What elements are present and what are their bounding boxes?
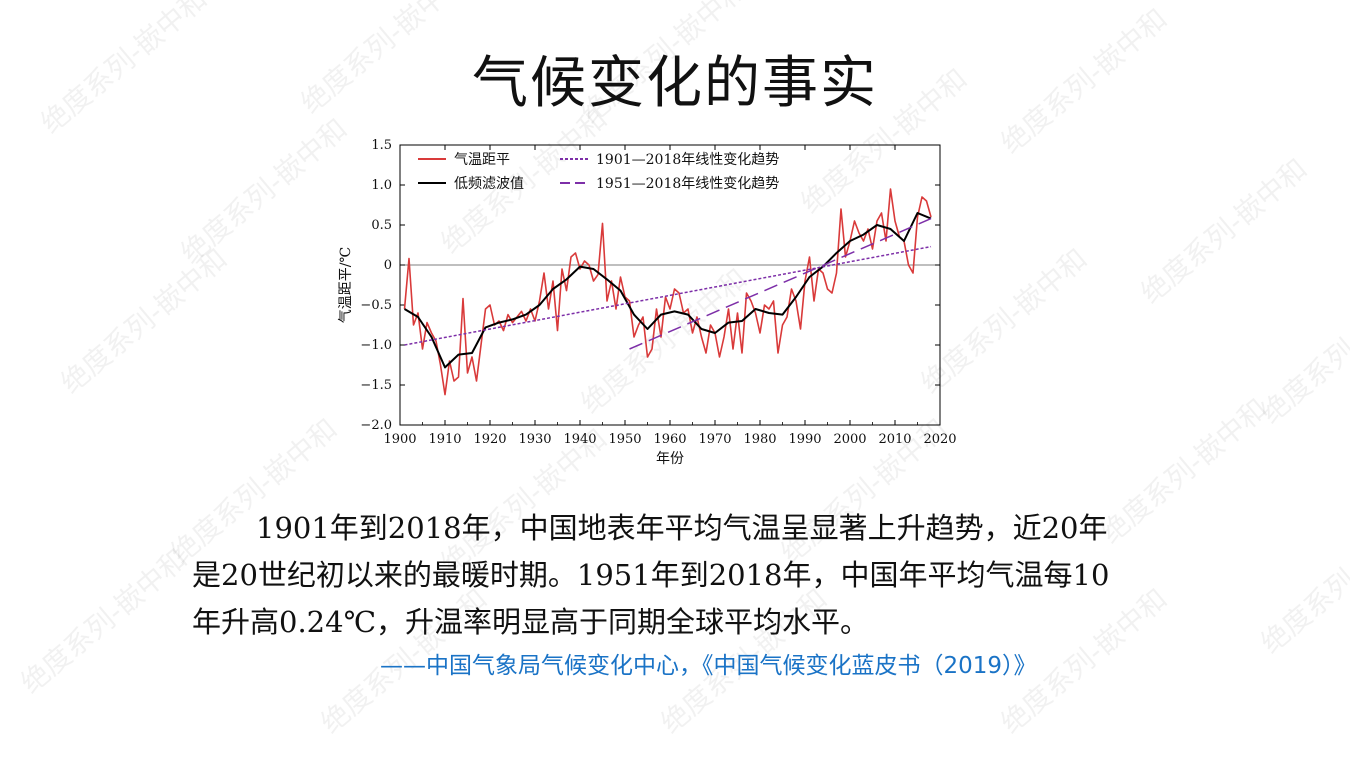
watermark-text: 绝度系列-嵌中和 [1134,152,1314,311]
series-line [403,188,932,396]
y-tick-label: 1.0 [371,178,392,193]
legend-label: 1951—2018年线性变化趋势 [596,176,779,192]
x-tick-label: 1980 [743,432,776,447]
x-tick-label: 2010 [878,432,911,447]
y-tick-label: 0 [384,258,392,273]
y-tick-label: −0.5 [360,298,392,313]
x-tick-label: 1960 [653,432,686,447]
x-tick-label: 2020 [923,432,956,447]
series-line [404,245,932,346]
y-tick-label: −2.0 [360,418,392,433]
y-tick-label: 0.5 [371,218,392,233]
paragraph-line: 是20世纪初以来的最暖时期。1951年到2018年，中国年平均气温每10 [192,558,1110,592]
legend-label: 低频滤波值 [454,176,524,192]
paragraph-line: 年升高0.24℃，升温率明显高于同期全球平均水平。 [192,605,870,639]
page-title: 气候变化的事实 [472,51,878,116]
x-tick-label: 2000 [833,432,866,447]
x-tick-label: 1930 [518,432,551,447]
x-tick-label: 1910 [428,432,461,447]
watermark-text: 绝度系列-嵌中和 [54,242,234,401]
paragraph-line: 1901年到2018年，中国地表年平均气温呈显著上升趋势，近20年 [256,511,1108,545]
x-axis-label: 年份 [656,451,684,467]
x-tick-label: 1970 [698,432,731,447]
x-tick-label: 1990 [788,432,821,447]
x-tick-label: 1920 [473,432,506,447]
series-line [629,217,932,350]
temperature-anomaly-chart: 1900 1910 1920 1930 1940 1950 1960 1970 1980 1990… [338,138,957,467]
source-citation: ——中国气象局气候变化中心，《中国气候变化蓝皮书（2019）》 [380,653,1037,679]
legend-label: 1901—2018年线性变化趋势 [596,152,779,168]
x-tick-label: 1950 [608,432,641,447]
y-tick-label: 1.5 [371,138,392,153]
y-tick-label: −1.5 [360,378,392,393]
summary-paragraph: 1901年到2018年，中国地表年平均气温呈显著上升趋势，近20年 是20世纪初… [192,505,1182,646]
watermark-text: 绝度系列-嵌中和 [1254,502,1350,661]
y-axis-label: 气温距平/℃ [338,247,354,323]
x-tick-label: 1900 [383,432,416,447]
watermark-text: 绝度系列-嵌中和 [14,542,194,701]
legend-label: 气温距平 [454,152,510,168]
watermark-text: 绝度系列-嵌中和 [1254,272,1350,431]
series-line [403,212,932,369]
y-tick-label: −1.0 [360,338,392,353]
x-tick-label: 1940 [563,432,596,447]
